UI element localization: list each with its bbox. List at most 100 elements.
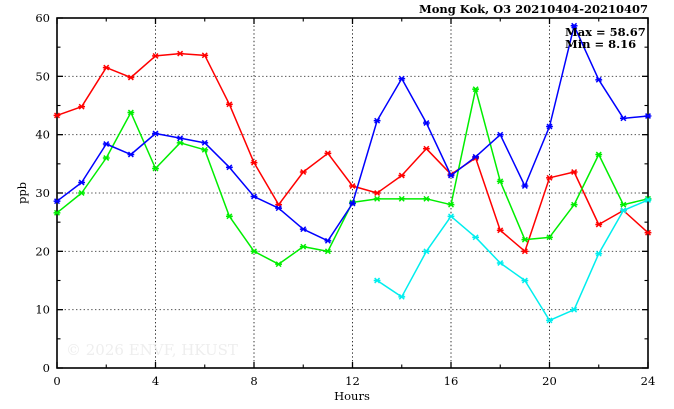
- data-point-marker: [644, 229, 652, 236]
- data-point-marker: [373, 195, 381, 202]
- y-tick-label: 20: [35, 244, 50, 258]
- data-point-marker: [496, 260, 504, 266]
- y-axis-title: ppb: [15, 182, 29, 204]
- data-point-marker: [422, 120, 430, 126]
- data-point-marker: [472, 234, 480, 241]
- data-point-marker: [78, 190, 86, 196]
- y-tick-label: 10: [35, 303, 50, 317]
- data-point-marker: [422, 145, 430, 152]
- data-point-marker: [127, 151, 135, 158]
- data-point-marker: [472, 86, 480, 93]
- data-point-marker: [225, 101, 233, 108]
- data-point-marker: [324, 248, 332, 255]
- data-point-marker: [225, 213, 233, 220]
- data-series: [53, 22, 652, 244]
- data-point-marker: [546, 123, 553, 130]
- data-point-marker: [472, 153, 480, 160]
- data-point-marker: [250, 248, 258, 255]
- data-point-marker: [521, 183, 529, 189]
- series-polyline: [376, 199, 649, 322]
- data-point-marker: [546, 317, 553, 324]
- data-point-marker: [127, 74, 135, 81]
- x-axis-title: Hours: [334, 389, 370, 403]
- data-point-marker: [201, 52, 209, 59]
- y-tick-label: 40: [35, 128, 50, 142]
- max-annotation: Max = 58.67: [565, 25, 646, 39]
- data-point-marker: [250, 159, 258, 166]
- y-tick-label: 60: [35, 11, 50, 25]
- data-point-marker: [225, 164, 233, 171]
- data-point-marker: [595, 76, 603, 83]
- data-point-marker: [570, 169, 578, 175]
- data-point-marker: [176, 135, 184, 142]
- data-point-marker: [496, 178, 504, 185]
- data-point-marker: [275, 205, 283, 212]
- data-point-marker: [447, 172, 455, 179]
- data-point-marker: [546, 234, 553, 241]
- data-point-marker: [275, 261, 283, 268]
- data-point-marker: [102, 64, 110, 71]
- x-tick-label: 8: [250, 374, 257, 388]
- data-point-marker: [152, 130, 159, 137]
- data-point-marker: [152, 52, 159, 59]
- data-point-marker: [373, 190, 381, 196]
- x-axis-tick-labels: 0 4 8 12 16 20 24: [53, 374, 655, 388]
- data-point-marker: [619, 115, 627, 122]
- x-tick-label: 16: [444, 374, 459, 388]
- data-point-marker: [201, 146, 209, 153]
- data-point-marker: [570, 201, 578, 208]
- data-point-marker: [127, 109, 135, 116]
- data-point-marker: [176, 50, 184, 57]
- data-point-marker: [53, 198, 61, 205]
- data-point-marker: [644, 113, 652, 119]
- data-point-marker: [201, 139, 209, 146]
- data-point-marker: [595, 151, 603, 158]
- data-point-marker: [496, 227, 504, 234]
- data-point-marker: [398, 75, 406, 82]
- y-tick-label: 30: [35, 186, 50, 200]
- y-axis-tick-labels: 0 10 20 30 40 50 60: [35, 11, 50, 375]
- x-tick-label: 20: [542, 374, 557, 388]
- data-point-marker: [595, 250, 603, 257]
- y-tick-label: 0: [43, 361, 50, 375]
- page-title: Mong Kok, O3 20210404-20210407: [419, 2, 648, 16]
- data-point-marker: [447, 201, 455, 208]
- data-point-marker: [349, 183, 356, 189]
- data-point-marker: [521, 277, 529, 284]
- data-point-marker: [250, 193, 258, 200]
- y-tick-label: 50: [35, 69, 50, 83]
- data-point-marker: [324, 150, 332, 157]
- data-point-marker: [299, 226, 307, 233]
- data-point-marker: [398, 172, 406, 179]
- data-point-marker: [619, 207, 627, 214]
- data-point-marker: [53, 112, 61, 119]
- data-point-marker: [176, 139, 184, 146]
- data-point-marker: [299, 243, 307, 250]
- data-point-marker: [102, 141, 110, 147]
- data-series-layer: [53, 22, 652, 324]
- data-series: [373, 197, 652, 324]
- data-point-marker: [78, 103, 86, 110]
- data-point-marker: [496, 131, 504, 138]
- data-point-marker: [398, 293, 406, 300]
- data-point-marker: [373, 117, 381, 124]
- data-point-marker: [447, 213, 455, 220]
- data-point-marker: [152, 165, 159, 172]
- data-point-marker: [619, 201, 627, 208]
- x-tick-label: 4: [152, 374, 159, 388]
- data-point-marker: [570, 22, 578, 29]
- data-point-marker: [570, 306, 578, 313]
- data-point-marker: [299, 169, 307, 175]
- data-point-marker: [644, 197, 652, 203]
- watermark: © 2026 ENVF, HKUST: [66, 341, 238, 359]
- data-point-marker: [349, 200, 356, 207]
- data-point-marker: [422, 195, 430, 202]
- data-point-marker: [324, 237, 332, 244]
- data-point-marker: [546, 174, 553, 181]
- x-tick-label: 12: [345, 374, 360, 388]
- data-point-marker: [53, 209, 61, 216]
- data-point-marker: [78, 179, 86, 186]
